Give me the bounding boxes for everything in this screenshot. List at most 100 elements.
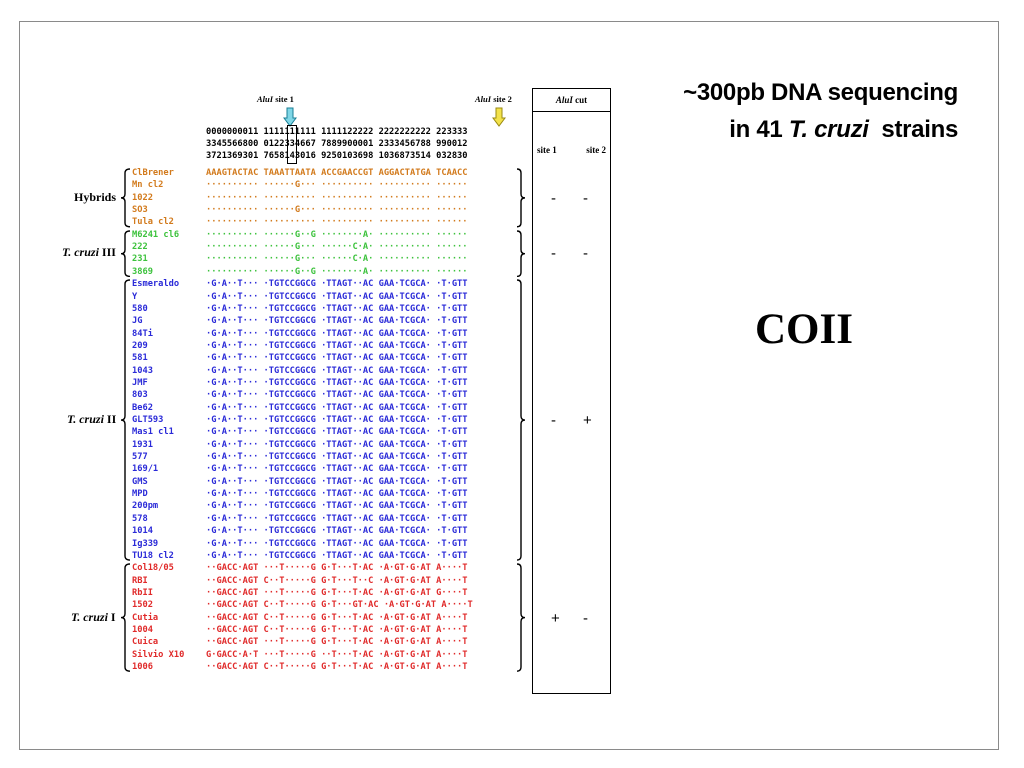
site-1-label: AluI site 1 — [257, 94, 294, 104]
strain-name: Be62 — [132, 402, 153, 413]
cut-site-2-value: - — [583, 609, 588, 627]
group-label: T. cruzi I — [71, 610, 116, 625]
strain-sequence: G·GACC·A·T ···T·····G ··T···T·AC ·A·GT·G… — [206, 649, 468, 660]
site-1-highlight-box — [287, 125, 297, 164]
strain-name: 1004 — [132, 624, 153, 635]
strain-sequence: AAAGTACTAC TAAATTAATA ACCGAACCGT AGGACTA… — [206, 168, 468, 178]
position-row-2: 3345566800 0122334667 7889900001 2333456… — [206, 139, 468, 149]
strain-name: 169/1 — [132, 464, 159, 475]
strain-sequence: ·G·A··T··· ·TGTCCGGCG ·TTAGT··AC GAA·TCG… — [206, 353, 468, 364]
cut-table-col-site-2: site 2 — [586, 145, 606, 155]
strain-sequence: ·········· ······G··· ·········· ·······… — [206, 205, 468, 216]
strain-sequence: ··GACC·AGT C··T·····G G·T···T··C ·A·GT·G… — [206, 575, 468, 586]
strain-name: Mas1 cl1 — [132, 427, 174, 438]
group-label: Hybrids — [74, 190, 116, 205]
strain-name: 3869 — [132, 266, 153, 277]
strain-sequence: ·········· ·········· ·········· ·······… — [206, 192, 468, 203]
strain-sequence: ·G·A··T··· ·TGTCCGGCG ·TTAGT··AC GAA·TCG… — [206, 390, 468, 401]
group-label-species: T. cruzi — [62, 245, 99, 260]
cut-table-enzyme: AluI — [555, 95, 573, 105]
group-brace-right — [516, 563, 526, 673]
strain-name: Col18/05 — [132, 563, 174, 574]
group-brace-right — [516, 168, 526, 228]
strain-name: 1022 — [132, 192, 153, 203]
strain-name: Tula cl2 — [132, 217, 174, 228]
cut-site-1-value: - — [551, 189, 556, 207]
strain-name: RbII — [132, 587, 153, 598]
strain-name: JG — [132, 316, 143, 327]
strain-name: 1006 — [132, 662, 153, 672]
strain-sequence: ··GACC·AGT ···T·····G G·T···T·AC ·A·GT·G… — [206, 637, 468, 648]
strain-name: GLT593 — [132, 415, 164, 425]
strain-sequence: ·G·A··T··· ·TGTCCGGCG ·TTAGT··AC GAA·TCG… — [206, 427, 468, 438]
group-brace-left — [120, 230, 131, 277]
site-2-enzyme: AluI — [475, 94, 492, 104]
strain-name: Y — [132, 291, 138, 302]
group-brace-right — [516, 230, 526, 277]
cut-table-col-site-1: site 1 — [537, 145, 557, 155]
strain-sequence: ··GACC·AGT C··T·····G G·T···T·AC ·A·GT·G… — [206, 624, 468, 635]
strain-sequence: ·G·A··T··· ·TGTCCGGCG ·TTAGT··AC GAA·TCG… — [206, 501, 468, 512]
headline-line-2: in 41 T. cruzi strains — [683, 111, 958, 148]
headline: ~300pb DNA sequencing in 41 T. cruzi str… — [683, 74, 958, 148]
cut-table-title-text: cut — [572, 95, 588, 105]
group-label: T. cruzi II — [67, 412, 116, 427]
strain-name: SO3 — [132, 205, 148, 216]
strain-sequence: ··GACC·AGT ···T·····G G·T···T·AC ·A·GT·G… — [206, 563, 468, 574]
group-brace-left — [120, 168, 131, 228]
group-label-text: II — [103, 412, 117, 427]
strain-sequence: ·········· ······G··· ······C·A· ·······… — [206, 242, 468, 253]
strain-name: 231 — [132, 254, 148, 265]
strain-name: Mn cl2 — [132, 180, 164, 191]
group-label-text: Hybrids — [74, 189, 117, 204]
headline-species: T. cruzi — [788, 116, 869, 143]
cut-site-1-value: + — [551, 609, 560, 627]
strain-sequence: ·G·A··T··· ·TGTCCGGCG ·TTAGT··AC GAA·TCG… — [206, 377, 468, 388]
strain-name: JMF — [132, 377, 148, 388]
strain-name: MPD — [132, 489, 148, 500]
headline-line-2-suffix: strains — [868, 116, 958, 143]
strain-sequence: ·G·A··T··· ·TGTCCGGCG ·TTAGT··AC GAA·TCG… — [206, 464, 468, 475]
strain-sequence: ··GACC·AGT C··T·····G G·T···GT·AC ·A·GT·… — [206, 600, 473, 611]
strain-name: Esmeraldo — [132, 279, 180, 290]
strain-sequence: ·G·A··T··· ·TGTCCGGCG ·TTAGT··AC GAA·TCG… — [206, 526, 468, 537]
strain-name: Ig339 — [132, 538, 159, 549]
position-row-3: 3721369301 7658143016 9250103698 1036873… — [206, 151, 468, 161]
strain-name: RBI — [132, 575, 148, 586]
group-label-species: T. cruzi — [71, 609, 108, 624]
strain-name: 1931 — [132, 439, 153, 450]
strain-name: Cuica — [132, 637, 159, 648]
strain-sequence: ·G·A··T··· ·TGTCCGGCG ·TTAGT··AC GAA·TCG… — [206, 402, 468, 413]
site-2-label: AluI site 2 — [475, 94, 512, 104]
strain-name: 209 — [132, 340, 148, 351]
strain-name: 1043 — [132, 365, 153, 376]
headline-line-2-prefix: in 41 — [729, 116, 789, 143]
position-row-1: 0000000011 1111111111 1111122222 2222222… — [206, 127, 468, 137]
strain-name: TU18 cl2 — [132, 550, 174, 561]
strain-sequence: ·G·A··T··· ·TGTCCGGCG ·TTAGT··AC GAA·TCG… — [206, 328, 468, 339]
strain-sequence: ·G·A··T··· ·TGTCCGGCG ·TTAGT··AC GAA·TCG… — [206, 365, 468, 376]
strain-name: 577 — [132, 452, 148, 463]
cut-table-divider — [533, 111, 610, 112]
cut-site-2-value: + — [583, 412, 592, 430]
cut-site-1-value: - — [551, 245, 556, 263]
strain-sequence: ·G·A··T··· ·TGTCCGGCG ·TTAGT··AC GAA·TCG… — [206, 476, 468, 487]
group-brace-right — [516, 279, 526, 561]
headline-line-1: ~300pb DNA sequencing — [683, 79, 958, 106]
cut-site-1-value: - — [551, 412, 556, 430]
strain-name: M6241 cl6 — [132, 229, 180, 240]
strain-name: 200pm — [132, 501, 159, 512]
site-1-arrow-icon — [283, 107, 297, 127]
strain-sequence: ·········· ······G··G ········A· ·······… — [206, 266, 468, 277]
strain-name: 222 — [132, 242, 148, 253]
strain-sequence: ··GACC·AGT C··T·····G G·T···T·AC ·A·GT·G… — [206, 662, 468, 672]
strain-sequence: ·G·A··T··· ·TGTCCGGCG ·TTAGT··AC GAA·TCG… — [206, 340, 468, 351]
strain-sequence: ·G·A··T··· ·TGTCCGGCG ·TTAGT··AC GAA·TCG… — [206, 303, 468, 314]
cut-table-title: AluI cut — [533, 95, 610, 105]
strain-name: 84Ti — [132, 328, 153, 339]
site-2-arrow-icon — [492, 107, 506, 127]
strain-sequence: ·G·A··T··· ·TGTCCGGCG ·TTAGT··AC GAA·TCG… — [206, 513, 468, 524]
site-2-text: site 2 — [491, 94, 512, 104]
cut-site-2-value: - — [583, 245, 588, 263]
strain-name: 803 — [132, 390, 148, 401]
